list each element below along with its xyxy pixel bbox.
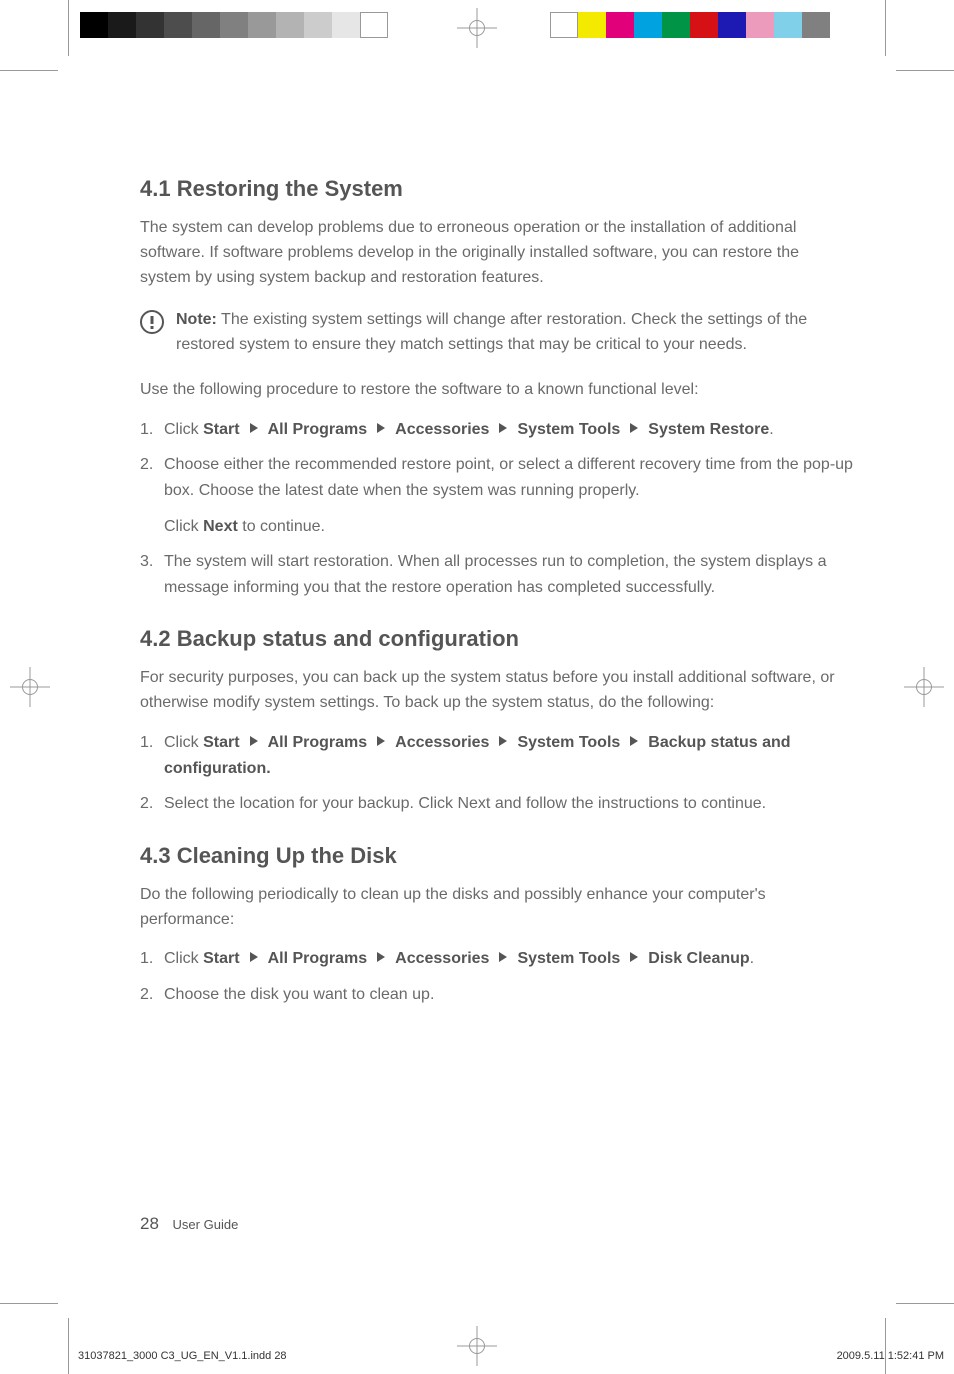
step-item: Choose either the recommended restore po… (140, 452, 854, 539)
registration-mark-top (457, 8, 497, 48)
crop-line (0, 70, 58, 71)
step-item: Click StartAll ProgramsAccessoriesSystem… (140, 730, 854, 781)
footer-doc-title: User Guide (173, 1217, 239, 1232)
section-heading-4-1: 4.1 Restoring the System (140, 176, 854, 202)
crop-line (0, 1303, 58, 1304)
section-3-steps: Click StartAll ProgramsAccessoriesSystem… (140, 946, 854, 1007)
crop-line (68, 0, 69, 56)
note-text: Note: The existing system settings will … (176, 308, 854, 358)
registration-mark-right (904, 667, 944, 707)
page-footer: 28 User Guide (140, 1214, 238, 1234)
arrow-icon (377, 952, 385, 962)
arrow-icon (499, 952, 507, 962)
crop-line (896, 70, 954, 71)
arrow-icon (630, 423, 638, 433)
arrow-icon (499, 423, 507, 433)
arrow-icon (630, 736, 638, 746)
page-content: 4.1 Restoring the System The system can … (140, 150, 854, 1018)
gray-calibration-bar (80, 12, 388, 38)
crop-line (896, 1303, 954, 1304)
arrow-icon (250, 736, 258, 746)
print-slug-timestamp: 2009.5.11 1:52:41 PM (837, 1350, 944, 1362)
step-item: Choose the disk you want to clean up. (140, 982, 854, 1008)
arrow-icon (377, 423, 385, 433)
step-item: Click StartAll ProgramsAccessoriesSystem… (140, 946, 854, 972)
alert-icon (140, 310, 164, 334)
page-number: 28 (140, 1214, 159, 1233)
arrow-icon (499, 736, 507, 746)
crop-line (885, 0, 886, 56)
arrow-icon (630, 952, 638, 962)
arrow-icon (250, 952, 258, 962)
section-1-intro: The system can develop problems due to e… (140, 216, 854, 290)
registration-mark-bottom (457, 1326, 497, 1366)
section-1-lead: Use the following procedure to restore t… (140, 378, 854, 403)
crop-line (68, 1318, 69, 1374)
section-heading-4-2: 4.2 Backup status and configuration (140, 626, 854, 652)
step-item: The system will start restoration. When … (140, 549, 854, 600)
note-block: Note: The existing system settings will … (140, 308, 854, 358)
section-heading-4-3: 4.3 Cleaning Up the Disk (140, 843, 854, 869)
section-2-intro: For security purposes, you can back up t… (140, 666, 854, 716)
arrow-icon (377, 736, 385, 746)
arrow-icon (250, 423, 258, 433)
print-slug-filename: 31037821_3000 C3_UG_EN_V1.1.indd 28 (78, 1350, 287, 1362)
step-item: Click StartAll ProgramsAccessoriesSystem… (140, 417, 854, 443)
section-1-steps: Click StartAll ProgramsAccessoriesSystem… (140, 417, 854, 601)
section-3-intro: Do the following periodically to clean u… (140, 883, 854, 933)
registration-mark-left (10, 667, 50, 707)
crop-line (885, 1318, 886, 1374)
color-calibration-bar (550, 12, 830, 38)
section-2-steps: Click StartAll ProgramsAccessoriesSystem… (140, 730, 854, 817)
step-item: Select the location for your backup. Cli… (140, 791, 854, 817)
